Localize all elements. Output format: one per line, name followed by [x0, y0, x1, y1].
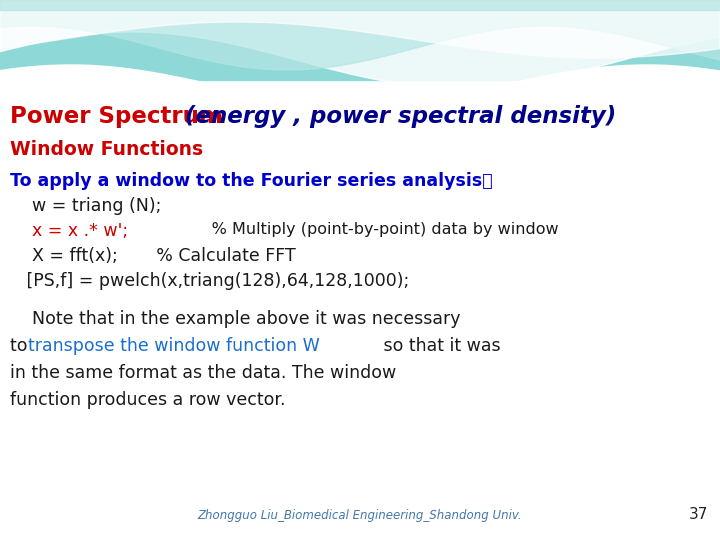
Text: X = fft(x);       % Calculate FFT: X = fft(x); % Calculate FFT: [10, 247, 296, 265]
Text: in the same format as the data. The window: in the same format as the data. The wind…: [10, 364, 396, 382]
Text: 37: 37: [688, 507, 708, 522]
Text: Note that in the example above it was necessary: Note that in the example above it was ne…: [10, 310, 461, 328]
Text: to: to: [10, 337, 33, 355]
Text: Power Spectrum: Power Spectrum: [10, 105, 230, 128]
Text: (energy , power spectral density): (energy , power spectral density): [185, 105, 616, 128]
Text: Zhongguo Liu_Biomedical Engineering_Shandong Univ.: Zhongguo Liu_Biomedical Engineering_Shan…: [198, 509, 522, 522]
Text: transpose the window function W: transpose the window function W: [28, 337, 320, 355]
Text: [PS,f] = pwelch(x,triang(128),64,128,1000);: [PS,f] = pwelch(x,triang(128),64,128,100…: [10, 272, 409, 290]
Text: % Multiply (point-by-point) data by window: % Multiply (point-by-point) data by wind…: [186, 222, 559, 237]
Text: x = x .* w';: x = x .* w';: [10, 222, 128, 240]
Text: Window Functions: Window Functions: [10, 140, 203, 159]
Text: w = triang (N);: w = triang (N);: [10, 197, 161, 215]
Text: To apply a window to the Fourier series analysis：: To apply a window to the Fourier series …: [10, 172, 492, 190]
Text: so that it was: so that it was: [378, 337, 500, 355]
Text: function produces a row vector.: function produces a row vector.: [10, 391, 286, 409]
